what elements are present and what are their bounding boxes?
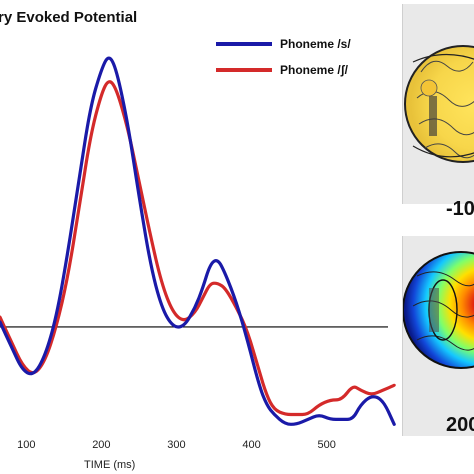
x-tick-label: 100: [17, 439, 35, 451]
topo-map-yellow: [404, 45, 474, 163]
topo-map-card-2: [402, 236, 474, 436]
legend-label: Phoneme /s/: [280, 37, 351, 51]
x-ticks: 100 200 300 400 500: [17, 439, 336, 451]
topo-map-label-1: -10: [446, 198, 474, 220]
topo-map-jet: [402, 251, 474, 369]
legend-label: Phoneme /ʃ/: [280, 63, 349, 77]
topo-map-card-1: [402, 4, 474, 204]
x-tick-label: 300: [167, 439, 185, 451]
topo-map-label-2: 200: [446, 414, 474, 436]
series-line-phoneme-sh: [0, 80, 396, 417]
topography-maps-panel: -10 200: [400, 0, 474, 474]
x-tick-label: 200: [92, 439, 110, 451]
x-tick-label: 400: [242, 439, 260, 451]
legend: Phoneme /s/Phoneme /ʃ/: [216, 37, 351, 77]
x-axis-label: TIME (ms): [84, 459, 135, 471]
x-tick-label: 500: [317, 439, 335, 451]
erp-chart: 100 200 300 400 500 ry Evoked Potential Phon…: [0, 9, 396, 471]
series-line-phoneme-s: [0, 56, 396, 426]
series-layer: [0, 56, 396, 426]
erp-chart-panel: 100 200 300 400 500 ry Evoked Potential Phon…: [0, 9, 396, 471]
chart-title: ry Evoked Potential: [0, 9, 137, 26]
